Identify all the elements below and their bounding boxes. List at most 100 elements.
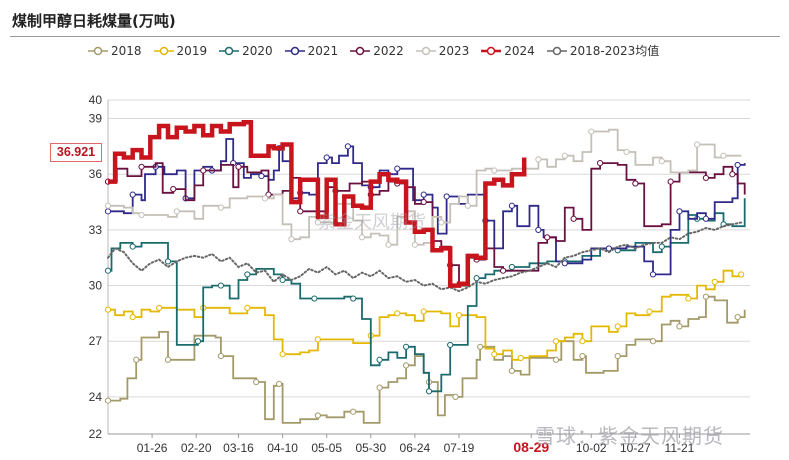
series-line (107, 221, 743, 293)
data-point (499, 267, 507, 274)
x-tick-label: 04-10 (267, 441, 298, 455)
data-point (385, 241, 392, 248)
data-point (491, 351, 498, 358)
data-point (535, 156, 542, 163)
data-point (194, 338, 202, 345)
data-point (667, 178, 674, 185)
legend-swatch-icon (350, 46, 371, 55)
data-point (314, 219, 321, 226)
data-point (297, 208, 304, 215)
series-line (108, 198, 746, 393)
data-point (508, 202, 515, 209)
legend-item[interactable]: 2023 (415, 42, 469, 59)
legend-item[interactable]: 2021 (284, 42, 339, 59)
legend-item[interactable]: 2019 (153, 42, 207, 59)
x-tick-label: 03-16 (223, 441, 254, 455)
series-2024 (108, 120, 527, 288)
y-tick-label: 36 (89, 167, 103, 181)
legend-swatch-icon (546, 46, 567, 55)
data-point (265, 191, 272, 198)
x-tick-label: 10-02 (576, 441, 607, 455)
data-point (588, 128, 595, 135)
data-point (138, 163, 145, 170)
data-point (452, 393, 459, 400)
data-point (170, 185, 177, 193)
data-point (261, 195, 269, 202)
series-line (108, 162, 746, 287)
data-point (508, 367, 515, 375)
data-point (275, 380, 283, 387)
data-point (311, 295, 318, 302)
data-point (693, 141, 701, 148)
legend-swatch-icon (415, 46, 436, 55)
data-point (402, 343, 410, 350)
data-point (711, 278, 718, 285)
data-point (438, 219, 445, 226)
series-2018-2023均值 (107, 221, 743, 293)
data-point (129, 243, 136, 250)
data-point (350, 295, 357, 302)
data-point (288, 236, 295, 243)
data-point (477, 343, 484, 350)
legend-label: 2021 (307, 43, 339, 58)
data-point (217, 352, 224, 360)
data-point (658, 158, 665, 165)
data-point (561, 152, 568, 159)
legend-swatch-icon (153, 46, 174, 55)
data-point (552, 356, 560, 363)
data-point (104, 306, 112, 313)
data-point (535, 226, 542, 233)
data-point (491, 167, 498, 174)
data-point (279, 351, 286, 358)
data-point (544, 234, 551, 241)
data-point (104, 202, 112, 209)
x-tick-label: 10-27 (620, 441, 651, 455)
x-tick-label: 02-20 (181, 441, 212, 455)
data-point (217, 282, 224, 289)
x-tick-label: 01-26 (137, 441, 168, 455)
y-tick-label: 22 (89, 427, 103, 441)
legend-label: 2024 (504, 43, 535, 58)
series-2018 (104, 293, 746, 424)
data-point (702, 215, 710, 222)
data-point (676, 208, 683, 215)
data-point (164, 356, 172, 363)
data-point (649, 271, 657, 278)
data-point (632, 180, 639, 187)
legend-swatch-icon (284, 46, 305, 55)
legend-swatch-icon (481, 46, 502, 55)
legend-item[interactable]: 2022 (350, 42, 404, 59)
watermark: 雪球：紫金天风期货 (535, 424, 724, 448)
data-point (323, 154, 330, 161)
legend-item[interactable]: 2020 (219, 42, 273, 59)
data-point (596, 159, 604, 167)
data-point (344, 143, 351, 150)
y-tick-label: 40 (89, 93, 103, 107)
data-point (394, 310, 401, 317)
data-point (244, 304, 251, 311)
center-watermark: 紫金天风期货 (318, 212, 426, 233)
x-tick-label: 05-30 (355, 441, 386, 455)
data-point (253, 378, 260, 386)
data-point (425, 388, 433, 395)
data-point (605, 245, 613, 252)
data-point (235, 163, 242, 170)
legend-item[interactable]: 2024 (481, 42, 535, 59)
data-point (561, 260, 568, 267)
data-point (579, 338, 586, 345)
data-point (623, 148, 630, 156)
data-point (702, 293, 710, 300)
data-point (133, 356, 140, 363)
legend-label: 2018 (111, 43, 142, 58)
x-tick-label: 06-24 (400, 441, 431, 455)
legend-item[interactable]: 2018-2023均值 (546, 42, 659, 59)
legend-item[interactable]: 2018 (88, 42, 142, 59)
data-point (411, 241, 418, 248)
legend-label: 2022 (373, 43, 404, 58)
series-line (108, 120, 527, 288)
data-point (455, 312, 463, 319)
y-tick-label: 30 (89, 279, 103, 293)
legend-label: 2020 (242, 43, 273, 58)
data-point (734, 161, 741, 169)
